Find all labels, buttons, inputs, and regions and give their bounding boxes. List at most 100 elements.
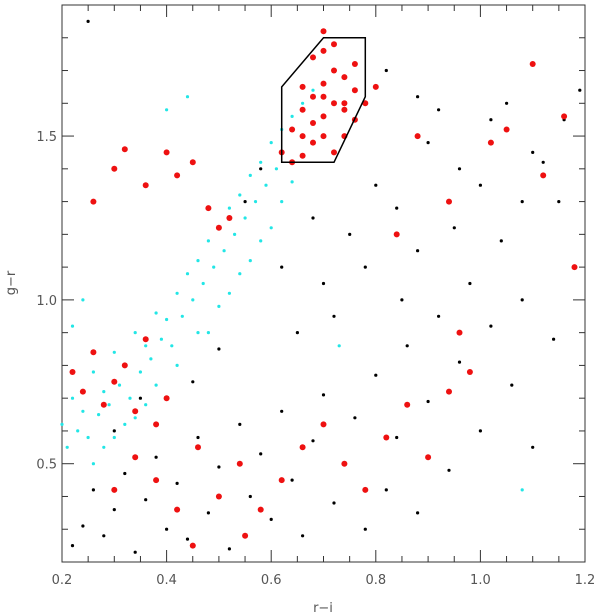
cyan-point (311, 88, 315, 92)
black-point (437, 108, 441, 112)
black-point (191, 380, 195, 384)
red-point (142, 336, 149, 343)
black-point (332, 501, 336, 505)
red-point (215, 493, 222, 500)
red-point (205, 205, 212, 212)
black-point (112, 429, 116, 433)
cyan-point (185, 95, 190, 99)
black-point (363, 527, 367, 531)
black-point (437, 314, 441, 318)
black-point (248, 494, 252, 499)
red-point (425, 454, 432, 461)
red-point (299, 83, 306, 90)
black-point (280, 265, 284, 269)
cyan-point (206, 331, 210, 335)
black-point (311, 216, 315, 220)
black-point (447, 468, 451, 472)
black-point (217, 347, 221, 351)
black-point (70, 544, 75, 548)
red-point (331, 149, 337, 156)
cyan-point (227, 206, 231, 210)
black-point (154, 455, 158, 459)
red-point-series (69, 28, 578, 549)
cyan-point (274, 167, 278, 171)
black-point (531, 150, 535, 154)
black-point (290, 478, 294, 482)
black-point (384, 68, 388, 73)
cyan-point (238, 193, 242, 197)
cyan-point (248, 259, 252, 263)
y-tick-label: 1.0 (36, 294, 57, 309)
cyan-point (227, 291, 231, 295)
red-point (446, 198, 452, 205)
red-point (236, 460, 243, 467)
black-point (269, 517, 273, 522)
black-point (243, 200, 247, 204)
black-point (505, 101, 509, 105)
red-point (153, 421, 160, 428)
black-point (259, 452, 263, 456)
black-point (301, 534, 305, 538)
red-point (299, 152, 306, 159)
red-point (362, 100, 369, 107)
black-point (353, 416, 357, 420)
black-point (295, 331, 299, 335)
cyan-point (217, 304, 221, 308)
cyan-point (201, 281, 205, 286)
cyan-point (128, 396, 132, 400)
red-point (456, 329, 463, 336)
red-point (111, 378, 118, 385)
black-point (468, 281, 472, 286)
red-point (90, 349, 97, 356)
red-point (299, 133, 306, 140)
cyan-point (259, 239, 263, 243)
red-point (121, 362, 128, 369)
red-point (174, 172, 181, 179)
axis-ticks (61, 4, 586, 563)
black-point (374, 183, 378, 187)
red-point (69, 369, 76, 375)
cyan-point (206, 239, 210, 243)
cyan-point (165, 317, 169, 322)
red-point (351, 61, 358, 67)
black-point (123, 471, 127, 476)
red-point (242, 532, 249, 539)
red-point (310, 139, 316, 146)
black-point (426, 141, 430, 145)
cyan-point (76, 429, 80, 433)
black-point (578, 88, 582, 92)
black-point (452, 226, 456, 230)
black-point (520, 298, 524, 302)
red-point (215, 224, 222, 231)
black-point (133, 550, 137, 554)
cyan-point (144, 344, 148, 348)
black-point (206, 511, 210, 515)
red-point (383, 434, 390, 441)
cyan-point (185, 272, 190, 276)
black-point (102, 534, 106, 538)
cyan-point (222, 249, 226, 253)
red-point (331, 41, 337, 48)
black-point (405, 344, 409, 348)
cyan-point (301, 101, 305, 105)
cyan-point (253, 200, 258, 204)
cyan-point (243, 216, 247, 220)
black-point (217, 465, 221, 469)
cyan-point (81, 298, 85, 302)
cyan-point (264, 183, 268, 187)
black-point (478, 183, 482, 187)
red-point (132, 408, 139, 415)
black-point (227, 547, 231, 551)
black-point (259, 167, 263, 171)
red-point (153, 477, 160, 484)
black-point (175, 481, 179, 485)
black-point (81, 524, 85, 528)
black-point (531, 445, 535, 449)
cyan-point (60, 422, 64, 426)
black-point (196, 435, 200, 440)
black-point (416, 511, 420, 515)
red-point (331, 100, 337, 107)
red-point (79, 388, 86, 395)
black-point (510, 383, 514, 387)
